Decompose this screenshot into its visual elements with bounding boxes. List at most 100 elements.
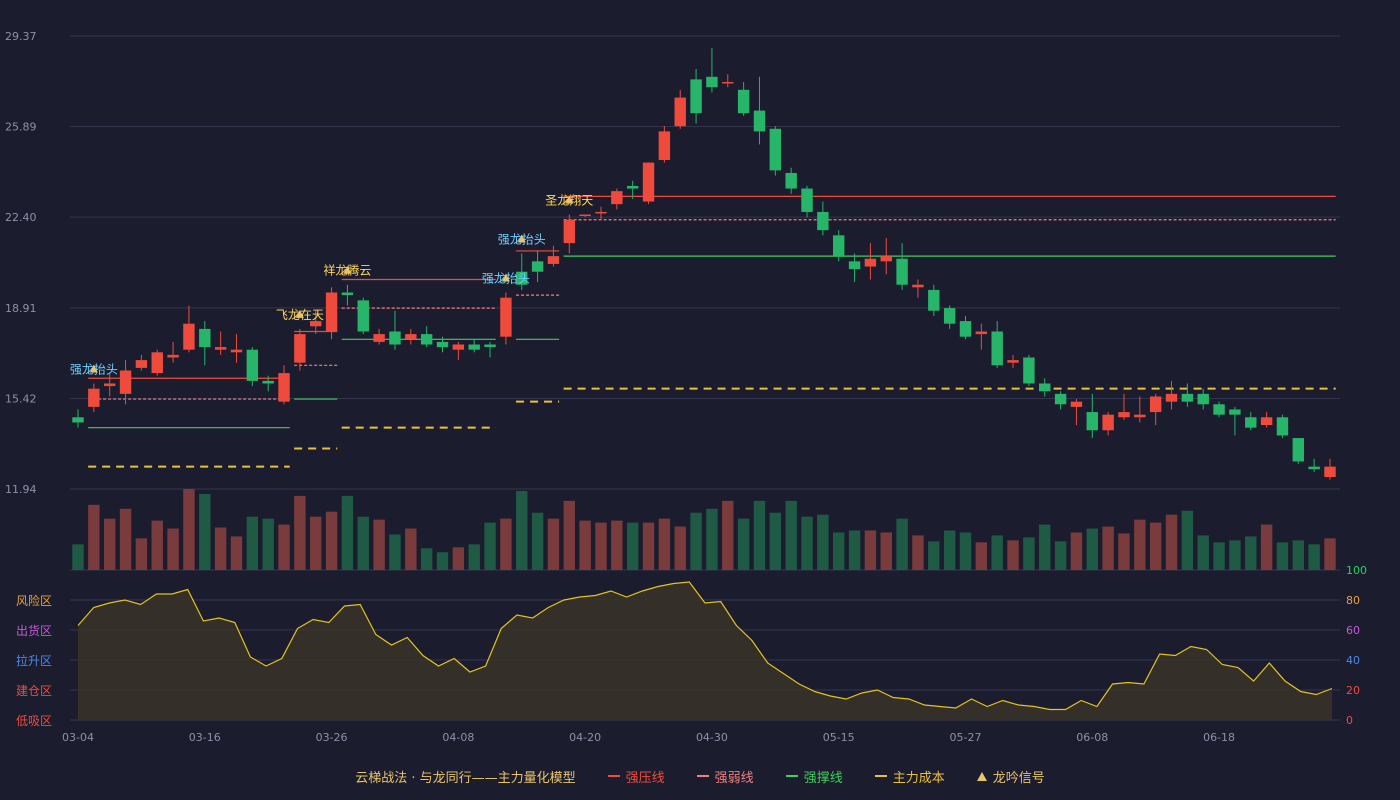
volume-bar <box>1197 535 1209 570</box>
volume-bar <box>864 530 877 570</box>
candle-body <box>1292 438 1305 462</box>
volume-bar <box>88 504 100 570</box>
candle-body <box>753 110 766 132</box>
volume-bar <box>1229 540 1241 570</box>
volume-bar <box>119 508 132 570</box>
signal-triangle-icon <box>976 771 987 781</box>
candle-body <box>325 292 338 332</box>
candle-body <box>516 271 528 285</box>
x-tick-label: 03-04 <box>62 731 94 744</box>
volume-bar <box>405 528 417 570</box>
volume-panel <box>72 489 1336 570</box>
volume-bar <box>785 500 797 570</box>
candle-body <box>1007 360 1019 363</box>
candle-body <box>1165 393 1178 402</box>
candle-body <box>579 214 591 217</box>
volume-bar <box>389 534 401 570</box>
volume-bar <box>1086 528 1098 570</box>
y-tick-label: 11.94 <box>5 483 37 496</box>
volume-bar <box>690 512 702 570</box>
y-tick-label: 29.37 <box>5 30 37 43</box>
candle-body <box>88 388 100 407</box>
candle-body <box>547 256 560 264</box>
volume-bar <box>1292 540 1305 570</box>
indicator-line <box>77 581 1333 711</box>
zone-label: 拉升区 <box>16 653 52 668</box>
legend-item-signal: 龙吟信号 <box>976 767 1045 786</box>
volume-bar <box>579 520 591 570</box>
volume-bar <box>975 542 988 570</box>
volume-bar <box>896 518 908 570</box>
x-tick-label: 04-08 <box>442 731 474 744</box>
volume-bar <box>1118 533 1130 570</box>
indicator-panel <box>77 581 1333 720</box>
volume-bar <box>722 500 734 570</box>
candle-body <box>1039 383 1051 392</box>
candle-body <box>341 292 354 296</box>
volume-bar <box>420 548 433 570</box>
legend-label-main-cost: 主力成本 <box>892 770 945 786</box>
candle-body <box>373 334 385 342</box>
candle-body <box>167 354 179 358</box>
volume-bar <box>912 535 924 570</box>
legend-item-strong-pressure: 强压线 <box>607 767 665 786</box>
legend-item-main-cost: 主力成本 <box>874 767 945 786</box>
volume-bar <box>928 541 940 570</box>
candle-body <box>769 128 782 171</box>
x-tick-label: 05-27 <box>950 731 982 744</box>
volume-bar <box>991 535 1003 570</box>
indicator-tick-label: 20 <box>1346 684 1360 697</box>
legend-swatch-weak-line <box>696 775 709 777</box>
x-tick-label: 03-16 <box>189 731 221 744</box>
volume-bar <box>1308 544 1320 570</box>
legend-item-support: 强撑线 <box>785 767 843 786</box>
indicator-tick-label: 0 <box>1346 714 1353 727</box>
volume-bar <box>1070 532 1083 570</box>
candle-body <box>848 261 861 270</box>
candle-body <box>1102 414 1114 431</box>
candle-body <box>817 211 829 231</box>
volume-bar <box>1276 542 1289 570</box>
candle-body <box>436 341 449 348</box>
candle-body <box>389 331 401 345</box>
volume-bar <box>325 511 338 570</box>
candle-body <box>991 331 1003 366</box>
candle-body <box>737 89 750 114</box>
legend-swatch-main-cost <box>874 775 887 777</box>
candle-body <box>1229 409 1241 415</box>
volume-bar <box>563 500 575 570</box>
volume-bar <box>833 532 845 570</box>
indicator-tick-label: 80 <box>1346 594 1360 607</box>
y-tick-label: 18.91 <box>5 302 37 315</box>
indicator-area <box>78 582 1332 720</box>
volume-bar <box>531 512 544 570</box>
volume-bar <box>959 532 972 570</box>
volume-bar <box>294 495 306 570</box>
candle-body <box>183 323 195 350</box>
volume-bar <box>1260 524 1273 570</box>
zone-label: 建仓区 <box>16 684 52 698</box>
signal-triangle <box>343 265 352 274</box>
candle-body <box>500 297 512 337</box>
volume-bar <box>246 516 259 570</box>
candle-body <box>611 191 623 205</box>
volume-bar <box>167 528 179 570</box>
y-tick-label: 15.42 <box>5 393 37 406</box>
candle-body <box>896 258 908 285</box>
x-tick-label: 04-30 <box>696 731 728 744</box>
volume-bar <box>484 522 496 570</box>
candle-body <box>658 131 671 160</box>
candle-body <box>103 383 116 387</box>
volume-bar <box>72 544 84 570</box>
candle-body <box>1308 466 1320 470</box>
candle-body <box>943 308 956 324</box>
candle-body <box>626 185 639 189</box>
legend-swatch-strong-pressure <box>607 775 620 777</box>
candle-body <box>1260 417 1273 426</box>
candle-body <box>420 334 433 345</box>
legend-label-signal: 龙吟信号 <box>992 770 1045 786</box>
candle-body <box>230 349 243 353</box>
volume-bar <box>943 530 956 570</box>
volume-bar <box>626 522 639 570</box>
legend-label-support: 强撑线 <box>803 770 843 786</box>
